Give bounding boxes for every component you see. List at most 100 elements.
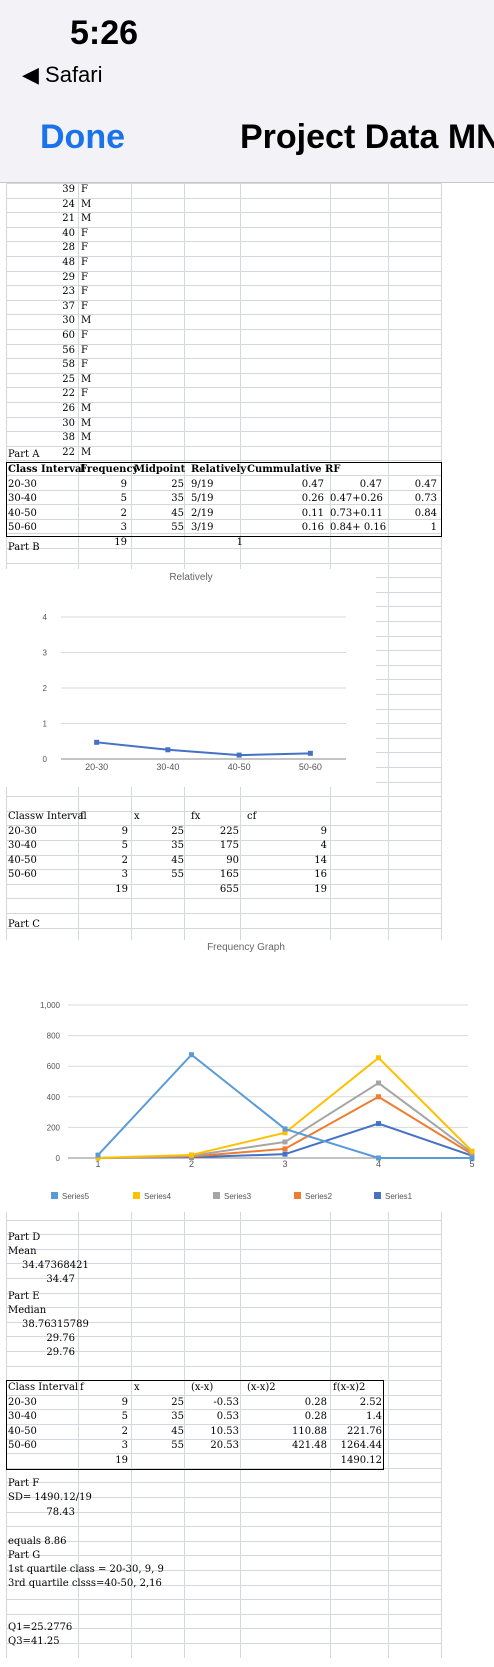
grid-column-line (6, 183, 7, 1658)
grid-line (6, 1511, 441, 1513)
grid-line (6, 270, 441, 272)
data-point (376, 1094, 381, 1100)
part-a-cell: 9/19 (191, 478, 214, 490)
grid-line (6, 299, 441, 301)
x-tick-label: 2 (189, 1159, 194, 1169)
freq-table-total-f: 19 (115, 884, 128, 895)
deviation-table-header: f(x-x)2 (333, 1382, 366, 1393)
grid-line (6, 869, 441, 871)
grid-line (6, 197, 441, 199)
raw-gender-cell: F (81, 242, 88, 254)
freq-table-fx: 165 (219, 869, 239, 881)
data-point (307, 750, 313, 756)
mean-rounded: 34.47 (46, 1274, 75, 1285)
grid-line (6, 1351, 441, 1352)
grid-line (6, 241, 441, 243)
raw-age-cell: 22 (62, 446, 75, 458)
part-a-cell: 0.47 (414, 478, 437, 490)
grid-line (6, 840, 441, 841)
raw-gender-cell: M (81, 432, 92, 444)
part-g-label: Part G (8, 1550, 41, 1561)
grid-line (6, 854, 441, 856)
part-a-cell: 5 (120, 493, 127, 505)
deviation-table-interval: 50-60 (8, 1440, 37, 1452)
grid-line (6, 796, 441, 798)
mean-value: 34.47368421 (22, 1260, 89, 1271)
part-a-cell: 3 (120, 522, 127, 534)
grid-line (6, 1599, 441, 1601)
raw-age-cell: 25 (62, 373, 75, 385)
grid-line (6, 1292, 441, 1294)
deviation-table-cell: 1.4 (366, 1411, 382, 1423)
y-tick-label: 3 (43, 649, 48, 658)
q1-class-text: 1st quartile class = 20-30, 9, 9 (8, 1564, 164, 1575)
freq-table-f: 3 (121, 869, 128, 881)
deviation-table-interval: 30-40 (8, 1411, 37, 1423)
chart-title: Relatively (169, 572, 212, 583)
grid-line (6, 1394, 441, 1396)
freq-table-cf: 16 (314, 869, 327, 881)
grid-line (6, 548, 441, 549)
part-a-cell: 2 (120, 507, 127, 519)
sd-value: 78.43 (46, 1507, 75, 1518)
freq-table-header: Classw Interval (8, 811, 87, 822)
data-point (282, 1130, 288, 1136)
part-a-cell: 45 (171, 507, 184, 519)
deviation-table-cell: 110.88 (292, 1425, 327, 1437)
freq-table-header: f (80, 811, 84, 822)
raw-age-cell: 30 (62, 315, 75, 327)
deviation-table-cell: 0.28 (304, 1411, 327, 1423)
grid-line (6, 1497, 441, 1498)
grid-line (6, 1365, 441, 1367)
data-point (282, 1126, 288, 1132)
deviation-table-cell: 221.76 (347, 1425, 382, 1437)
deviation-table-cell: 2 (121, 1425, 128, 1437)
part-a-cell: 0.11 (301, 507, 324, 519)
grid-line (6, 416, 441, 418)
deviation-table-header: (x-x)2 (247, 1382, 276, 1393)
legend-swatch (374, 1192, 381, 1199)
raw-age-cell: 40 (62, 227, 75, 239)
deviation-table-cell: 0.28 (304, 1396, 327, 1408)
part-a-cell: 25 (171, 478, 184, 490)
y-tick-label: 2 (43, 684, 48, 693)
data-point (376, 1055, 381, 1061)
deviation-table-cell: 421.48 (292, 1440, 327, 1452)
grid-line (6, 913, 441, 914)
status-time: 5:26 (70, 14, 139, 52)
document-title: Project Data MN (240, 118, 494, 156)
back-to-safari-link[interactable]: ◀ Safari (22, 62, 103, 87)
mean-label: Mean (8, 1246, 37, 1257)
raw-age-cell: 39 (62, 184, 75, 195)
grid-line (6, 810, 441, 812)
raw-age-cell: 23 (62, 286, 75, 298)
data-point (376, 1080, 381, 1086)
raw-age-cell: 24 (62, 198, 75, 210)
grid-line (6, 883, 441, 885)
legend-swatch (294, 1192, 301, 1199)
grid-column-line (441, 183, 442, 1658)
grid-line (6, 1438, 441, 1440)
grid-line (6, 285, 441, 287)
grid-line (6, 533, 441, 535)
grid-line (6, 898, 441, 900)
deviation-table-cell: 3 (121, 1440, 128, 1452)
grid-line (6, 1424, 441, 1425)
part-a-total-relative: 1 (236, 537, 243, 548)
part-a-cell: 0.84+ 0.16 (330, 522, 387, 534)
freq-table-fx: 175 (219, 840, 239, 852)
grid-line (6, 226, 441, 228)
grid-line (6, 562, 441, 564)
part-a-cell: 0.47 (301, 478, 324, 490)
freq-table-x: 45 (171, 854, 184, 866)
freq-table-interval: 40-50 (8, 854, 37, 866)
spreadsheet[interactable]: 39 F 24 M 21 M 40 F 28 F 48 F 29 F 23 F 37 F 30 M 60 F 56 F 58 F 2… (0, 183, 494, 1667)
done-button[interactable]: Done (40, 118, 125, 156)
x-tick-label: 30-40 (156, 762, 179, 772)
data-point (376, 1155, 381, 1161)
legend-label: Series2 (305, 1192, 333, 1201)
deviation-table-cell: 20.53 (210, 1440, 239, 1452)
legend-label: Series4 (144, 1192, 172, 1201)
grid-line (6, 256, 441, 257)
raw-gender-cell: F (81, 388, 88, 400)
